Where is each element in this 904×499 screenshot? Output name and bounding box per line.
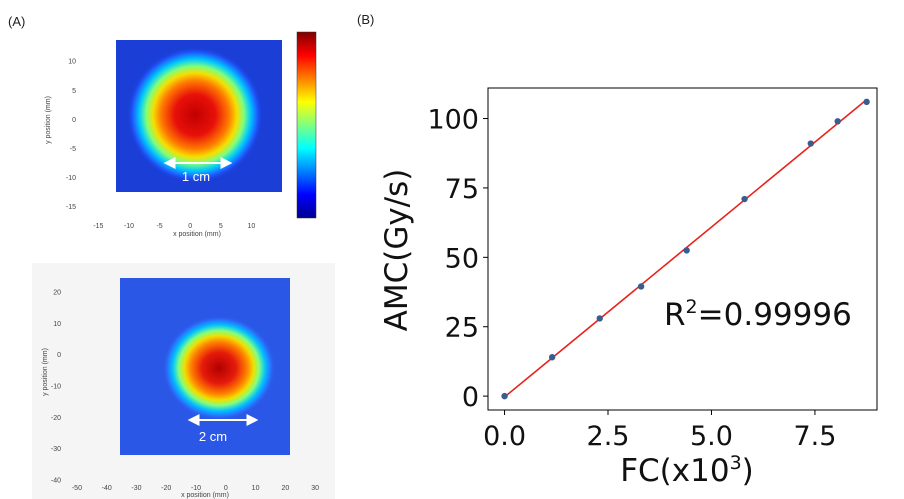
data-point — [863, 98, 870, 106]
data-point — [501, 392, 508, 400]
data-point — [807, 140, 814, 147]
r-squared-annotation: R2=0.99996 — [664, 296, 852, 333]
heatmap-bottom-xtick-label: 10 — [252, 485, 260, 492]
scatter-xlabel: FC(x103) — [620, 452, 754, 489]
heatmap-bottom-xtick-label: -50 — [72, 485, 82, 492]
heatmap-bottom-xtick-label: 30 — [311, 485, 319, 492]
beam-spot-bottom — [163, 316, 275, 420]
data-point — [683, 247, 690, 254]
heatmap-top-ytick-label: 0 — [72, 117, 76, 124]
heatmap-top-xtick-label: -15 — [93, 223, 103, 230]
heatmap-bottom-xtick-label: -40 — [102, 485, 112, 492]
heatmap-bottom-xtick-label: 0 — [224, 485, 228, 492]
scatter-xtick-label: 7.5 — [793, 421, 836, 452]
scatter-ytick-label: 100 — [427, 105, 479, 136]
scatter-xlabel-prefix: FC(x10 — [620, 453, 729, 489]
heatmap-bottom: 2 cm -50 -40 -30 -20 -10 0 10 20 30 20 10 0 -10 -20 -… — [32, 263, 335, 499]
heatmap-top-ylabel: y position (mm) — [45, 96, 52, 144]
scatter-xtick-label: 5.0 — [690, 421, 733, 452]
heatmap-bottom-ytick-label: -40 — [51, 478, 61, 485]
scatter-xlabel-sup: 3 — [730, 452, 742, 474]
heatmap-bottom-ytick-label: 0 — [57, 352, 61, 359]
data-point — [834, 118, 841, 125]
scatter-ytick-label: 75 — [445, 174, 479, 205]
heatmap-bottom-xlabel: x position (mm) — [181, 492, 229, 499]
heatmap-bottom-xtick-label: -30 — [131, 485, 141, 492]
heatmap-top-xlabel: x position (mm) — [173, 231, 221, 238]
heatmap-bottom-ytick-label: -10 — [51, 383, 61, 390]
heatmap-top-ytick-label: -5 — [70, 146, 76, 153]
heatmap-top-xtick-label: -10 — [124, 223, 134, 230]
scale-label-top: 1 cm — [182, 169, 210, 184]
scatter-plot-frame — [487, 87, 878, 411]
heatmap-top-xtick-label: -5 — [156, 223, 162, 230]
heatmap-bottom-ytick-label: -20 — [51, 415, 61, 422]
colorbar — [296, 31, 317, 219]
heatmap-top-ytick-label: -10 — [66, 175, 76, 182]
scatter-chart: 0.0 2.5 5.0 7.5 0 25 50 75 100 AMC(Gy/s) FC(x103… — [379, 87, 878, 489]
heatmap-top-xtick-label: 10 — [247, 223, 255, 230]
heatmap-top-ytick-label: 5 — [72, 88, 76, 95]
heatmap-top: 1 cm -15 -10 -5 0 5 10 10 5 0 -5 -10 -15 x positio… — [45, 31, 317, 238]
heatmap-bottom-ytick-label: 10 — [53, 321, 61, 328]
r-squared-prefix: R — [664, 297, 686, 333]
data-point — [637, 283, 645, 290]
heatmap-bottom-xtick-label: -20 — [161, 485, 171, 492]
scatter-xtick-label: 2.5 — [587, 421, 630, 452]
scatter-ytick-label: 25 — [445, 313, 479, 344]
scale-label-bottom: 2 cm — [199, 429, 227, 444]
heatmap-top-xtick-label: 0 — [188, 223, 192, 230]
scatter-ytick-label: 50 — [445, 243, 479, 274]
heatmap-bottom-xtick-label: -10 — [191, 485, 201, 492]
heatmap-top-ytick-label: 10 — [68, 59, 76, 66]
heatmap-top-ytick-label: -15 — [66, 204, 76, 211]
heatmap-bottom-ylabel: y position (mm) — [42, 348, 49, 396]
r-squared-value: =0.99996 — [698, 297, 852, 333]
heatmap-bottom-xtick-label: 20 — [281, 485, 289, 492]
heatmap-top-xtick-label: 5 — [219, 223, 223, 230]
data-point — [548, 354, 556, 361]
panel-b-label: (B) — [357, 12, 375, 27]
r-squared-sup: 2 — [686, 296, 698, 318]
panel-a-label: (A) — [8, 14, 26, 29]
data-point — [596, 315, 603, 322]
data-point — [741, 195, 748, 203]
scatter-ytick-label: 0 — [462, 382, 479, 413]
heatmap-bottom-ytick-label: -30 — [51, 446, 61, 453]
heatmap-bottom-ytick-label: 20 — [53, 289, 61, 296]
scatter-xlabel-suffix: ) — [742, 453, 754, 489]
scatter-ylabel: AMC(Gy/s) — [379, 169, 415, 332]
beam-spot-top — [127, 47, 263, 183]
scatter-xtick-label: 0.0 — [483, 421, 526, 452]
